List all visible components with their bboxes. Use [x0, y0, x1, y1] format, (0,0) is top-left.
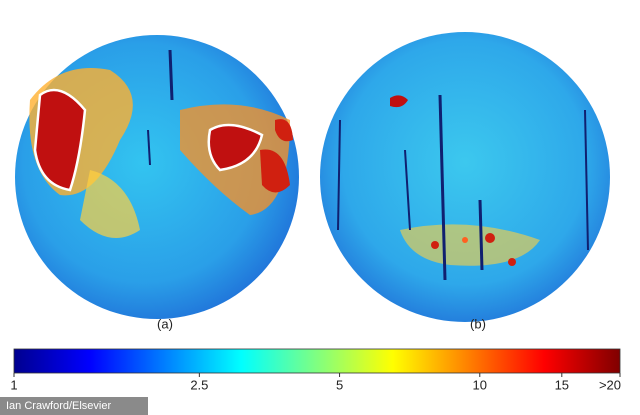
x-tick-label: 5 — [336, 377, 343, 392]
x-tick-label: 2.5 — [190, 377, 208, 392]
x-tick-label: 15 — [555, 377, 569, 392]
credit: Ian Crawford/Elsevier — [6, 400, 111, 412]
x-tick-label: 10 — [473, 377, 487, 392]
panel-label: (a) — [157, 316, 173, 331]
x-tick-label: >20 — [599, 377, 621, 392]
panel-label: (b) — [470, 316, 486, 331]
credit-box — [0, 397, 148, 415]
map-a — [15, 35, 299, 319]
map-b — [320, 32, 610, 322]
x-tick-label: 1 — [10, 377, 17, 392]
colorbar — [13, 348, 621, 374]
